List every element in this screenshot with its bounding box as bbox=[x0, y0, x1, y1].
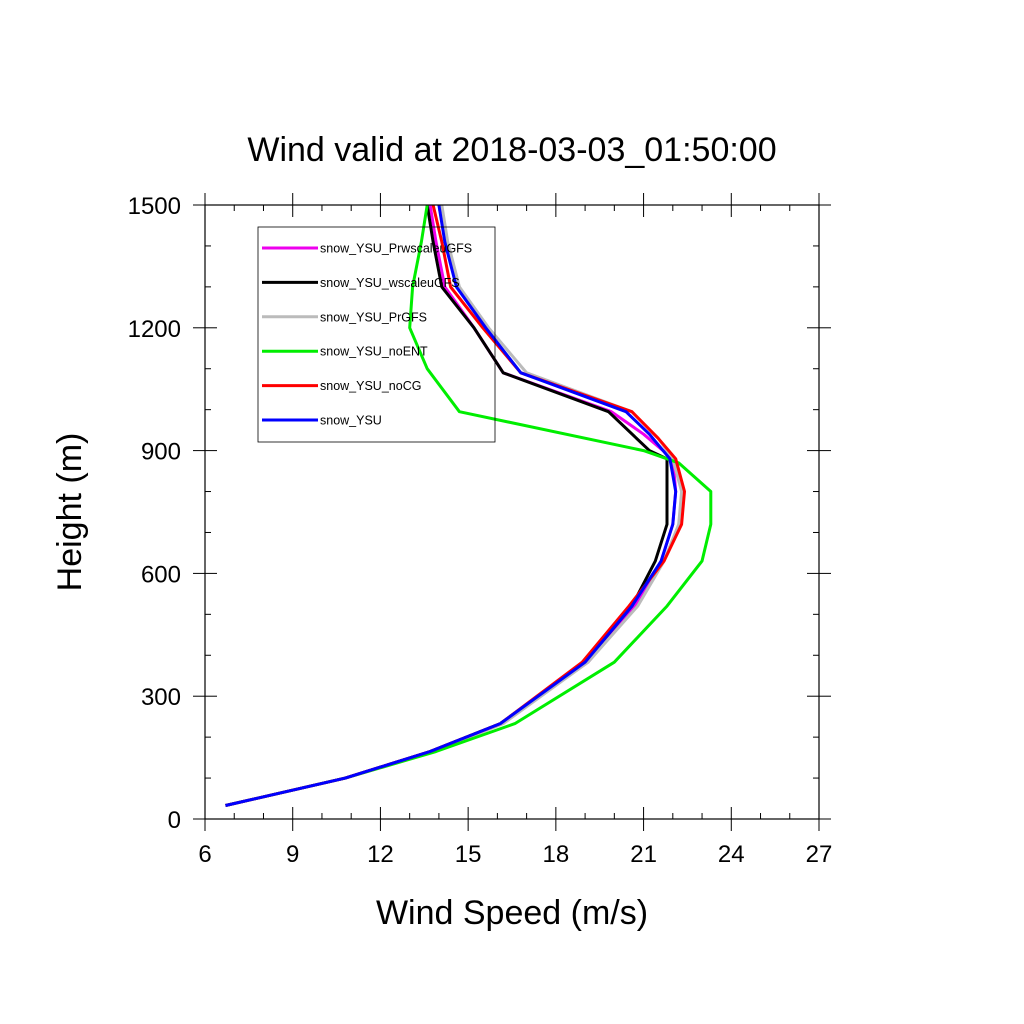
series-line-snow_YSU_noENT bbox=[225, 204, 713, 807]
x-tick-label: 27 bbox=[806, 841, 833, 868]
legend-box bbox=[257, 226, 496, 443]
series-line-snow_YSU bbox=[225, 204, 678, 807]
y-tick-label: 0 bbox=[168, 807, 181, 834]
y-axis-label: Height (m) bbox=[51, 433, 89, 592]
x-axis-label: Wind Speed (m/s) bbox=[376, 894, 648, 932]
series-lines bbox=[225, 204, 713, 807]
y-tick-label: 300 bbox=[141, 684, 181, 711]
legend: snow_YSU_PrwscaleuGFS snow_YSU_wscaleuGFS… bbox=[257, 226, 496, 443]
y-tick-label: 1200 bbox=[128, 316, 181, 343]
legend-label: snow_YSU bbox=[320, 414, 382, 428]
x-tick-label: 18 bbox=[543, 841, 570, 868]
x-tick-label: 9 bbox=[286, 841, 299, 868]
legend-label: snow_YSU_noCG bbox=[320, 379, 421, 393]
chart-title: Wind valid at 2018-03-03_01:50:00 bbox=[247, 131, 776, 169]
y-tick-label: 600 bbox=[141, 561, 181, 588]
y-tick-label: 1500 bbox=[128, 193, 181, 220]
plot-frame bbox=[204, 204, 820, 820]
series-line-snow_YSU_noCG bbox=[225, 204, 686, 807]
legend-label: snow_YSU_PrGFS bbox=[320, 310, 427, 324]
y-tick-label: 900 bbox=[141, 439, 181, 466]
axis-ticks: 6 9 12 15 18 21 24 27 0 300 600 900 1200 1500 bbox=[128, 193, 833, 868]
x-tick-label: 6 bbox=[198, 841, 211, 868]
series-line-snow_YSU_PrwscaleuGFS bbox=[225, 204, 678, 807]
x-tick-label: 15 bbox=[455, 841, 482, 868]
legend-label: snow_YSU_PrwscaleuGFS bbox=[320, 242, 472, 256]
legend-label: snow_YSU_wscaleuGFS bbox=[320, 276, 460, 290]
series-line-snow_YSU_PrGFS bbox=[225, 204, 684, 807]
legend-label: snow_YSU_noENT bbox=[320, 345, 428, 359]
series-line-snow_YSU_wscaleuGFS bbox=[225, 204, 669, 807]
x-tick-label: 12 bbox=[367, 841, 394, 868]
x-tick-label: 24 bbox=[718, 841, 745, 868]
x-tick-label: 21 bbox=[630, 841, 657, 868]
